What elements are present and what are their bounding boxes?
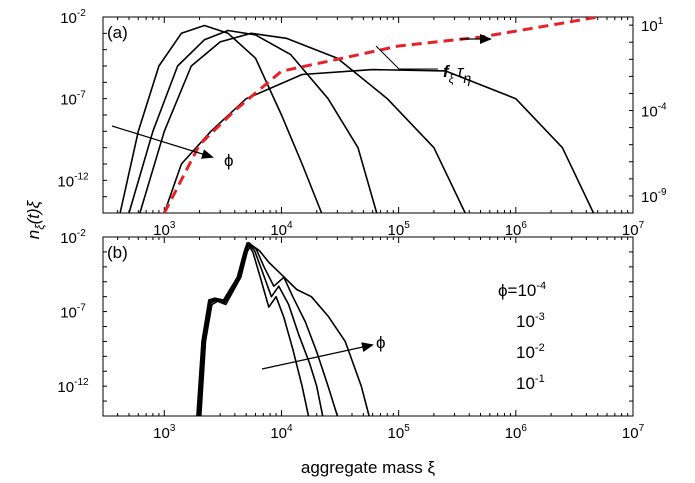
panel-b-series-line-1	[196, 242, 310, 416]
panel-a-y-tick-label: 10-12	[57, 171, 89, 190]
panel-b-x-tick-label: 103	[153, 423, 176, 442]
panel-a-x-tick-label: 103	[153, 220, 176, 239]
panel-a-x-tick-label: 105	[388, 220, 411, 239]
panel-a-f-tau-label: fξ τη	[443, 62, 471, 86]
panel-a-y-tick-label: 10-7	[60, 90, 86, 109]
panel-a-x-tick-label: 106	[505, 220, 528, 239]
panel-a-x-tick-label: 107	[622, 220, 645, 239]
panel-b-phi-label: ϕ	[376, 333, 386, 352]
panel-a-y2-tick-label: 10-9	[641, 187, 667, 206]
panel-b-frame	[102, 236, 634, 417]
legend-entry-2: 10-3	[516, 311, 545, 331]
panel-a-series-group	[119, 17, 598, 213]
panel-a-label: (a)	[107, 23, 128, 42]
legend-entry-3: 10-2	[516, 342, 545, 362]
panel-b-x-tick-label: 105	[388, 423, 411, 442]
panel-b-series-line-4	[200, 244, 370, 416]
panel-b-x-tick-label: 106	[505, 423, 528, 442]
panel-a-phi-label: ϕ	[224, 151, 234, 170]
panel-a-series-line-1	[119, 24, 323, 213]
panel-a-x-tick-label: 104	[270, 220, 293, 239]
y-axis-label-group: nξ(t)ξ	[24, 199, 47, 239]
panel-a-y2-tick-label: 10-4	[641, 102, 667, 121]
panel-a-y-tick-label: 10-2	[60, 8, 86, 27]
panel-a-series-line-3	[139, 32, 466, 213]
panel-b-x-tick-label: 104	[270, 423, 293, 442]
panel-b-phi-arrow	[261, 342, 374, 370]
panel-a-dashed-series-line	[162, 17, 598, 213]
panel-b-y-tick-label: 10-7	[60, 303, 86, 322]
panel-a-y2-tick-label: 101	[641, 16, 664, 35]
legend-entry-4: 10-1	[516, 373, 545, 393]
panel-a-phi-arrow	[111, 125, 214, 159]
panel-b-y-tick-label: 10-2	[60, 228, 86, 247]
panel-b-series-line-2	[197, 242, 324, 416]
panel-b-label: (b)	[107, 243, 128, 262]
panel-b-y-tick-label: 10-12	[57, 377, 89, 396]
panel-b-x-tick-label: 107	[622, 423, 645, 442]
panel-a-series-line-4	[163, 68, 595, 213]
panel-b-series-group	[196, 242, 370, 416]
x-axis-label: aggregate mass ξ	[301, 458, 436, 477]
legend-entry-1: ϕ=10-4	[498, 280, 546, 300]
y-axis-label: nξ(t)ξ	[24, 199, 47, 239]
panel-a-f-pointer-line	[375, 45, 438, 70]
panel-a-series-line-2	[128, 29, 378, 213]
